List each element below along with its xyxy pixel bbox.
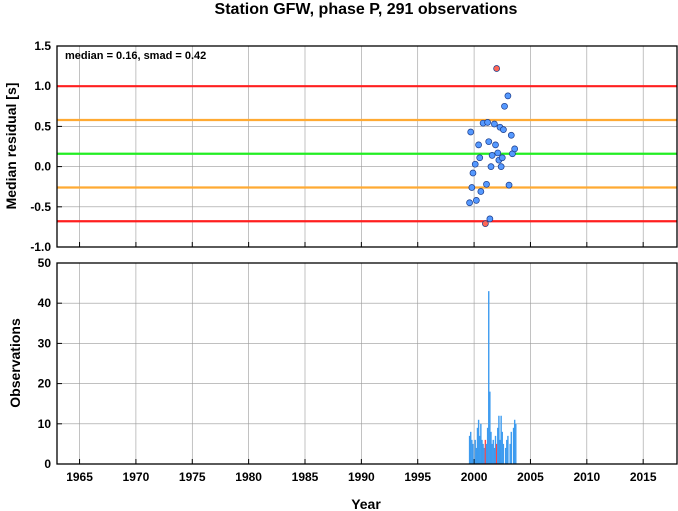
x-tick-label: 2005 <box>517 470 544 484</box>
data-point <box>482 220 489 228</box>
x-axis-label: Year <box>351 496 381 511</box>
data-point <box>500 126 507 133</box>
bar <box>476 427 479 464</box>
x-tick-label: 2000 <box>461 470 488 484</box>
bar <box>486 427 489 464</box>
bar <box>494 435 497 464</box>
y-tick-label: -0.5 <box>30 200 51 214</box>
x-tick-label: 1980 <box>235 470 262 484</box>
bar <box>491 443 493 464</box>
bar <box>480 423 482 464</box>
data-point <box>476 154 484 162</box>
y-tick-label: 10 <box>38 417 52 431</box>
data-point <box>487 163 495 170</box>
bar <box>483 447 485 464</box>
bar <box>513 419 516 464</box>
bar <box>472 443 474 464</box>
data-point <box>466 199 473 207</box>
x-tick-label: 1975 <box>179 470 206 484</box>
bar <box>512 427 515 464</box>
data-point <box>469 169 477 177</box>
bar <box>484 439 487 464</box>
y-tick-label: 40 <box>38 296 52 310</box>
data-point <box>497 163 505 170</box>
x-tick-label: 2015 <box>630 470 657 484</box>
bar <box>468 435 471 464</box>
bar <box>477 419 480 464</box>
bar <box>498 415 500 464</box>
bar <box>493 447 496 464</box>
data-point <box>472 197 480 204</box>
bar <box>507 435 509 464</box>
data-point <box>494 149 502 157</box>
bar <box>506 439 508 464</box>
bar <box>501 431 503 464</box>
x-tick-label: 1970 <box>123 470 150 484</box>
data-point <box>492 141 499 149</box>
bar <box>490 431 492 464</box>
y-tick-label: 50 <box>38 256 52 270</box>
bar <box>475 447 478 464</box>
bar <box>504 447 507 464</box>
y-tick-label: 0.0 <box>34 160 51 174</box>
bar <box>509 443 511 464</box>
data-point <box>483 180 490 188</box>
y-tick-label: 20 <box>38 377 52 391</box>
y-tick-label: 0 <box>44 457 51 471</box>
bar <box>471 439 473 464</box>
data-point <box>493 65 500 72</box>
data-point <box>504 92 512 100</box>
data-point <box>505 181 513 189</box>
bar <box>497 427 499 464</box>
bar <box>481 439 483 464</box>
x-tick-label: 1985 <box>292 470 319 484</box>
data-point <box>477 188 485 195</box>
x-tick-label: 1990 <box>348 470 375 484</box>
bar <box>479 435 481 464</box>
bar <box>489 391 491 464</box>
bar <box>488 291 490 464</box>
data-point <box>491 120 498 128</box>
bar <box>510 431 512 464</box>
data-point <box>467 128 475 136</box>
x-tick-label: 1965 <box>66 470 93 484</box>
y-tick-label: 1.0 <box>34 79 51 93</box>
bar <box>499 439 501 464</box>
data-point <box>471 160 479 168</box>
plot-frame <box>56 45 678 248</box>
chart-title: Station GFW, phase P, 291 observations <box>215 1 518 18</box>
bar <box>495 443 498 464</box>
data-point <box>501 102 508 110</box>
data-point <box>475 141 482 149</box>
data-point <box>507 131 515 139</box>
y-tick-label: 30 <box>38 336 52 350</box>
bar <box>500 415 502 464</box>
data-point <box>488 151 496 159</box>
data-point <box>468 184 476 191</box>
y-tick-label: 1.5 <box>34 39 51 53</box>
bar <box>474 439 476 464</box>
x-tick-label: 2010 <box>573 470 600 484</box>
observations-panel: 1965 1970 1975 1980 1985 1990 1995 2000 2005 2010… <box>38 256 678 484</box>
data-point <box>498 154 506 162</box>
bar <box>515 423 517 464</box>
residual-panel: -1.0 -0.5 0.0 0.5 1.0 1.5 median = 0.16, smad … <box>30 39 678 254</box>
residual-y-axis-label: Median residual [s] <box>3 83 19 210</box>
y-tick-label: 0.5 <box>34 119 51 133</box>
data-point <box>511 145 519 153</box>
plot-frame <box>56 262 678 465</box>
bar <box>492 439 494 464</box>
data-point <box>484 119 491 126</box>
data-point <box>486 215 494 223</box>
bar <box>485 443 488 464</box>
y-tick-label: -1.0 <box>30 240 51 254</box>
observations-y-axis-label: Observations <box>7 318 23 408</box>
data-point <box>485 138 493 146</box>
bar <box>470 431 472 464</box>
stats-annotation: median = 0.16, smad = 0.42 <box>65 50 206 62</box>
bar <box>502 443 505 464</box>
bar <box>482 443 484 464</box>
x-tick-label: 1995 <box>404 470 431 484</box>
